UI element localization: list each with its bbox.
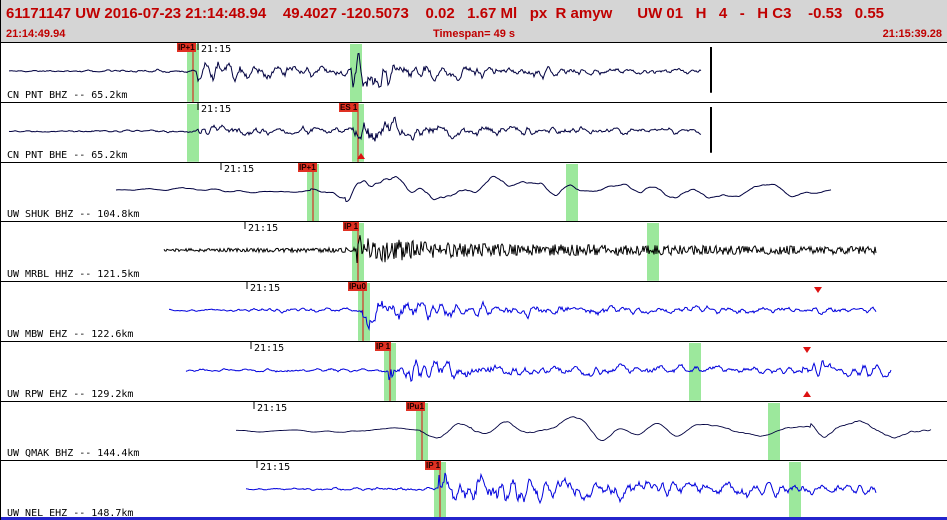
window-end-time: 21:15:39.28	[882, 28, 942, 40]
time-tick-label: 21:15	[201, 44, 232, 55]
trace-row-uw-mrbl-hhz[interactable]: IP 1 21:15 UW MRBL HHZ -- 121.5km	[1, 221, 947, 281]
trace-plot	[245, 461, 877, 520]
time-tick-label: 21:15	[201, 103, 232, 115]
seismogram-trace[interactable]	[9, 52, 702, 89]
trace-row-uw-rpw-ehz[interactable]: IP 1 21:15 UW RPW EHZ -- 129.2km	[1, 340, 947, 401]
pick-marker-icon[interactable]	[803, 390, 811, 397]
station-label: UW QMAK BHZ -- 144.4km	[7, 448, 140, 460]
station-label: UW RPW EHZ -- 129.2km	[7, 388, 134, 400]
time-tick-label: 21:15	[254, 342, 285, 354]
pick-flag[interactable]: IP 1	[375, 341, 392, 351]
pick-flag[interactable]: IPu0	[348, 282, 367, 291]
pick-uncertainty-band	[789, 462, 801, 520]
time-tick-label: 21:15	[248, 223, 279, 235]
station-label: UW NEL EHZ -- 148.7km	[7, 508, 134, 519]
seismogram-trace[interactable]	[8, 116, 702, 142]
pick-uncertainty-band	[566, 163, 578, 222]
pick-uncertainty-band	[768, 402, 780, 461]
trace-plot	[115, 162, 832, 222]
pick-uncertainty-band	[689, 342, 701, 401]
window-start-time: 21:14:49.94	[6, 28, 66, 40]
trace-plot	[163, 222, 877, 281]
station-label: UW SHUK BHZ -- 104.8km	[7, 209, 140, 221]
timespan-label: Timespan= 49 s	[432, 28, 516, 40]
pick-marker-icon[interactable]	[803, 346, 811, 353]
station-label: CN PNT BHZ -- 65.2km	[7, 89, 128, 101]
time-range-bar: 21:14:49.94 Timespan= 49 s 21:15:39.28	[1, 28, 947, 42]
time-tick-label: 21:15	[250, 283, 281, 294]
trace-row-cn-pnt-bhe[interactable]: ES 1 21:15 CN PNT BHE -- 65.2km	[1, 101, 947, 162]
trace-row-uw-nel-ehz[interactable]: IP 1 21:15 UW NEL EHZ -- 148.7km	[1, 460, 947, 520]
pick-flag[interactable]: IPu1	[406, 401, 425, 411]
pick-uncertainty-band	[187, 103, 199, 162]
trace-row-cn-pnt-bhz[interactable]: IP+1 21:15 CN PNT BHZ -- 65.2km	[1, 42, 947, 102]
seismogram-trace[interactable]	[115, 175, 832, 202]
trace-plot	[236, 401, 932, 461]
time-tick-label: 21:15	[224, 163, 255, 175]
station-label: UW MRBL HHZ -- 121.5km	[7, 269, 140, 280]
trace-row-uw-mbw-ehz[interactable]: IPu0 21:15 UW MBW EHZ -- 122.6km	[1, 281, 947, 341]
pick-flag[interactable]: IP 1	[425, 461, 442, 471]
seismogram-trace[interactable]	[236, 415, 932, 441]
trace-row-uw-qmak-bhz[interactable]: IPu1 21:15 UW QMAK BHZ -- 144.4km	[1, 400, 947, 461]
pick-flag[interactable]: IP+1	[298, 162, 317, 172]
station-label: UW MBW EHZ -- 122.6km	[7, 328, 134, 340]
station-label: CN PNT BHE -- 65.2km	[7, 149, 128, 161]
pick-flag[interactable]: IP+1	[177, 43, 196, 52]
bottom-scrollbar[interactable]	[1, 517, 947, 520]
trace-plot	[8, 102, 712, 162]
trace-plot	[185, 341, 892, 401]
seismogram-trace[interactable]	[163, 235, 877, 264]
pick-marker-icon[interactable]	[814, 287, 822, 293]
pick-flag[interactable]: ES 1	[339, 102, 359, 112]
time-tick-label: 21:15	[257, 402, 288, 414]
trace-plot	[9, 43, 712, 102]
seismogram-trace[interactable]	[245, 472, 877, 505]
event-summary-bar: 61171147 UW 2016-07-23 21:14:48.94 49.40…	[1, 0, 947, 28]
trace-row-uw-shuk-bhz[interactable]: IP+1 21:15 UW SHUK BHZ -- 104.8km	[1, 161, 947, 222]
trace-plot	[168, 282, 877, 341]
pick-uncertainty-band	[358, 283, 370, 341]
pick-marker-icon[interactable]	[357, 152, 365, 159]
seismogram-trace[interactable]	[185, 359, 892, 382]
pick-flag[interactable]: IP 1	[343, 222, 360, 232]
seismogram-trace[interactable]	[168, 300, 877, 331]
time-tick-label: 21:15	[260, 462, 291, 474]
